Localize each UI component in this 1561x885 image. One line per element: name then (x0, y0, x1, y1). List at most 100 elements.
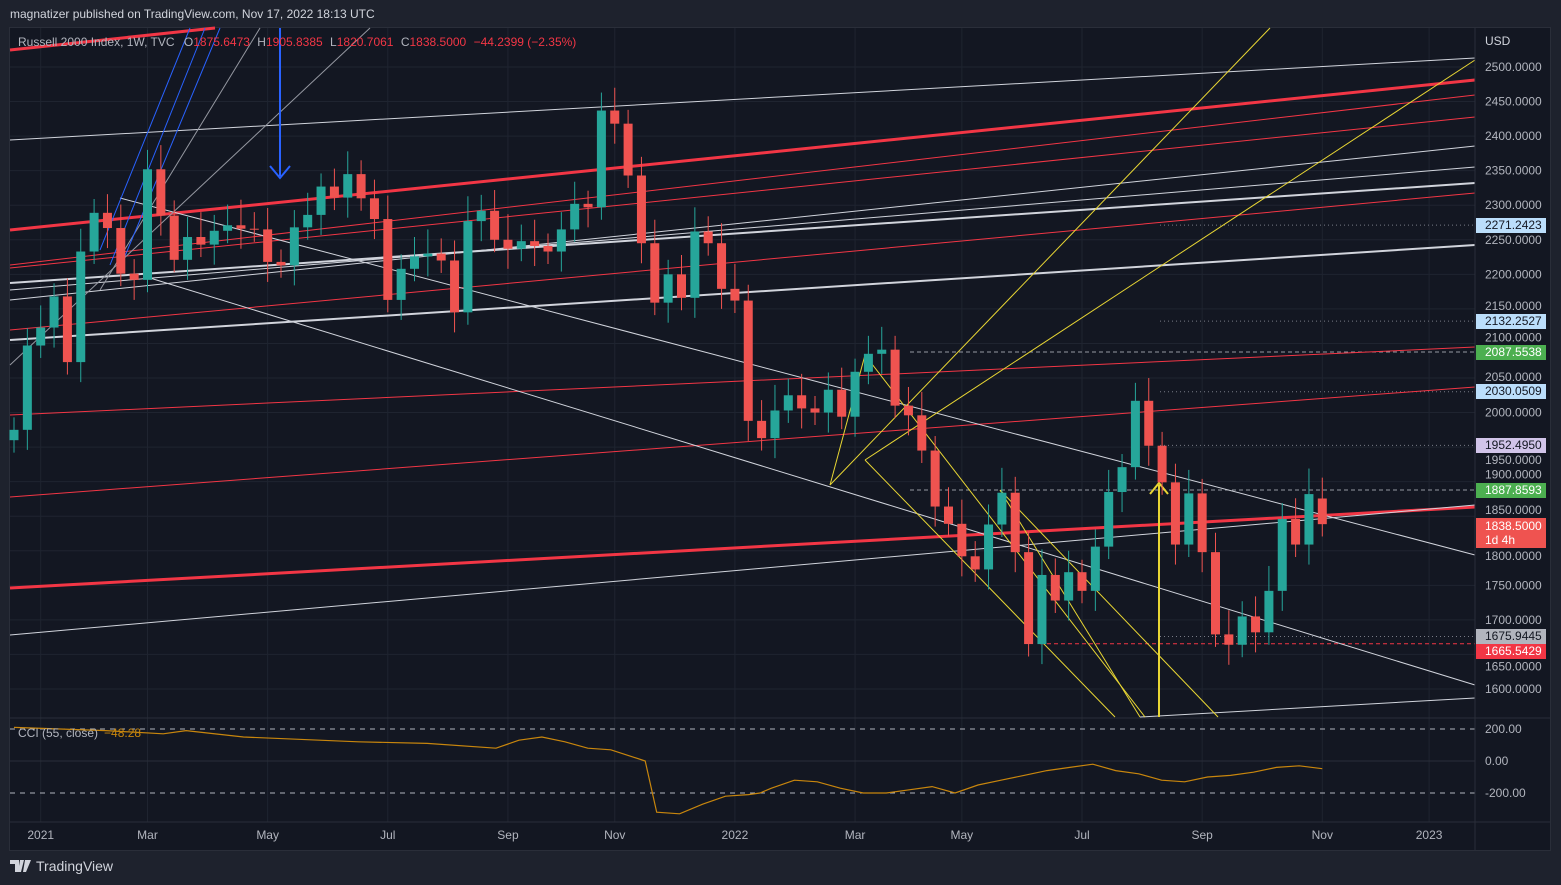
time-tick: 2022 (722, 828, 749, 842)
candle-up (570, 203, 580, 230)
time-tick: Mar (137, 828, 158, 842)
candle-up (343, 174, 353, 198)
price-level-label: 2030.0509 (1476, 384, 1546, 400)
low-label: L (330, 35, 337, 49)
last-price-value: 1838.5000 (1485, 519, 1542, 533)
yellow-trendline (829, 354, 866, 486)
candle-down (797, 395, 807, 409)
price-tick: 2050.0000 (1485, 370, 1542, 384)
white-trendline (119, 197, 1476, 556)
candle-down (970, 556, 980, 570)
candle-down (450, 260, 460, 313)
candle-up (463, 221, 473, 313)
tradingview-logo[interactable]: TradingView (10, 858, 113, 874)
candle-up (1130, 400, 1140, 468)
white-trendline (99, 27, 261, 291)
candle-up (1064, 572, 1074, 601)
cci-legend[interactable]: CCI (55, close) −48.28 (18, 726, 141, 740)
time-tick: Jul (380, 828, 395, 842)
candle-down (837, 389, 847, 417)
candle-down (1317, 498, 1327, 525)
price-tick: 2400.0000 (1485, 129, 1542, 143)
white-trendline (1139, 697, 1476, 718)
candle-up (209, 230, 219, 245)
candle-down (583, 203, 593, 208)
price-tick: 1850.0000 (1485, 503, 1542, 517)
candle-down (703, 231, 713, 244)
candle-down (757, 420, 767, 439)
blue-trendline (99, 27, 191, 251)
candle-down (917, 415, 927, 451)
candle-up (556, 229, 566, 252)
candle-down (1197, 493, 1207, 553)
tradingview-logo-icon (10, 860, 31, 872)
candle-up (289, 227, 299, 266)
candle-down (236, 225, 246, 229)
time-tick: May (256, 828, 279, 842)
candle-down (944, 506, 953, 524)
time-tick: 2023 (1416, 828, 1443, 842)
time-tick: Nov (1312, 828, 1333, 842)
symbol-legend[interactable]: Russell 2000 Index, 1W, TVC O1875.6473 H… (18, 35, 576, 49)
candle-up (410, 256, 419, 269)
price-tick: 2300.0000 (1485, 198, 1542, 212)
candle-up (476, 210, 486, 222)
axes: 2500.0000 2450.0000 2400.0000 2350.0000 2300… (10, 28, 1550, 850)
price-tick: 2100.0000 (1485, 330, 1542, 344)
red-trendline (9, 505, 1476, 590)
price-tick: 2200.0000 (1485, 267, 1542, 281)
candle-down (276, 261, 286, 266)
candle-down (890, 349, 900, 406)
candle-down (610, 110, 620, 124)
candle-up (1184, 493, 1194, 545)
candle-up (783, 395, 793, 411)
price-level-label: 2271.2423 (1476, 217, 1546, 233)
red-trendline (9, 26, 216, 52)
candle-down (543, 245, 553, 252)
cci-tick: 0.00 (1485, 754, 1509, 768)
candle-down (169, 215, 179, 260)
candle-down (1024, 552, 1034, 645)
price-level-lines (910, 224, 1475, 645)
candle-down (743, 300, 753, 421)
candle-up (863, 353, 873, 372)
candle-down (1144, 400, 1154, 446)
red-trendline (9, 192, 1476, 331)
bar-countdown: 1d 4h (1485, 533, 1516, 547)
candle-up (423, 253, 433, 257)
yellow-trendline (864, 459, 1116, 718)
cci-tick: 200.00 (1485, 722, 1522, 736)
candle-down (503, 239, 513, 249)
candle-down (356, 174, 366, 199)
yellow-trendline (864, 59, 1476, 461)
candle-down (329, 186, 339, 198)
candle-up (76, 251, 86, 363)
price-level-label: 1675.9445 (1476, 629, 1546, 644)
candle-up (183, 237, 193, 260)
price-level-label: 1665.5429 (1476, 644, 1546, 659)
red-trendline (9, 386, 1476, 498)
candle-up (1237, 616, 1247, 645)
candle-up (89, 212, 99, 252)
open-value: 1875.6473 (193, 35, 250, 49)
cci-value: −48.28 (104, 726, 142, 740)
candle-down (1291, 518, 1301, 545)
cci-pane (10, 726, 1475, 815)
yellow-trendline (999, 489, 1219, 718)
price-tick: 2000.0000 (1485, 406, 1542, 420)
candle-up (396, 268, 406, 300)
cci-tick: -200.00 (1485, 786, 1526, 800)
candle-down (1211, 552, 1220, 635)
blue-trendline (109, 27, 206, 266)
price-level-label: 1952.4950 (1476, 437, 1546, 453)
open-label: O (183, 35, 194, 49)
time-tick: Sep (1191, 828, 1213, 842)
cci-title: CCI (55, close) (18, 726, 99, 740)
candle-up (877, 349, 887, 354)
candle-up (36, 327, 46, 346)
candle-up (1090, 546, 1100, 591)
candle-down (383, 219, 393, 300)
publisher-line: magnatizer published on TradingView.com,… (10, 7, 375, 21)
time-tick: Nov (604, 828, 625, 842)
